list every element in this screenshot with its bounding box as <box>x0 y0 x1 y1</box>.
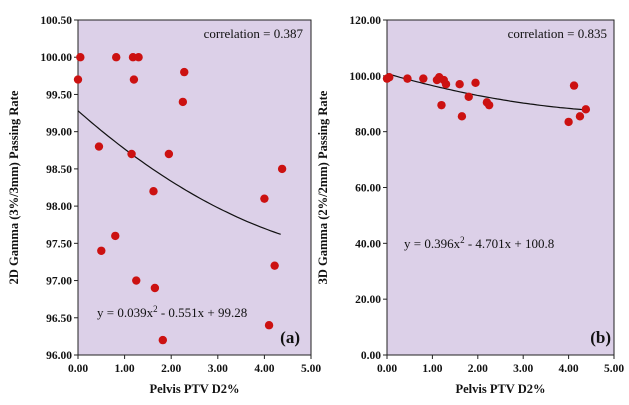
data-point <box>569 81 579 90</box>
data-point <box>419 74 428 83</box>
panel-label: (b) <box>590 328 611 347</box>
panel-a: 96.00 96.50 97.00 97.50 98.00 98.50 99.00 99.50… <box>7 15 321 396</box>
data-point <box>260 194 269 203</box>
data-point <box>471 78 480 88</box>
plot-area <box>77 19 312 356</box>
trend-line <box>77 110 281 235</box>
data-point <box>464 92 473 101</box>
y-tick-label: 99.50 <box>46 89 72 101</box>
data-point <box>129 75 139 84</box>
data-point <box>264 321 274 330</box>
y-tick-label: 96.00 <box>46 350 72 362</box>
data-point <box>158 335 168 345</box>
x-tick-label: 4.00 <box>254 363 274 375</box>
data-point <box>575 112 585 121</box>
x-tick-label: 1.00 <box>115 363 135 375</box>
correlation-annotation: correlation = 0.387 <box>204 26 304 41</box>
y-tick-label: 100.00 <box>349 71 381 83</box>
data-point <box>94 142 104 151</box>
x-tick-label: 0.00 <box>68 363 88 375</box>
data-point <box>132 276 141 285</box>
y-tick-label: 96.50 <box>46 313 72 325</box>
y-tick-label: 120.00 <box>349 15 381 27</box>
data-point <box>277 164 287 174</box>
y-axis-label: 3D Gamma (2%/2mm) Passing Rate <box>316 90 330 284</box>
data-point <box>455 80 464 89</box>
data-point <box>484 100 494 110</box>
panel-label: (a) <box>280 328 300 347</box>
y-tick-label: 40.00 <box>355 238 381 250</box>
x-tick-label: 4.00 <box>559 363 579 375</box>
x-tick-label: 1.00 <box>422 363 442 375</box>
y-tick-label: 98.50 <box>46 164 72 176</box>
x-tick-label: 0.00 <box>377 363 397 375</box>
equation-annotation: y = 0.396x2 - 4.701x + 100.8 <box>404 235 554 251</box>
data-point <box>441 80 451 89</box>
data-point <box>150 283 160 293</box>
trend-line <box>386 73 587 111</box>
x-tick-label: 2.00 <box>161 363 181 375</box>
x-tick-label: 5.00 <box>604 363 624 375</box>
data-point <box>437 100 446 110</box>
data-point <box>178 97 188 107</box>
data-point <box>73 75 83 84</box>
data-point <box>581 105 591 114</box>
data-point <box>164 149 174 159</box>
y-tick-label: 97.50 <box>46 238 72 250</box>
y-tick-label: 80.00 <box>355 127 381 139</box>
data-point <box>564 117 573 127</box>
equation-annotation: y = 0.039x2 - 0.551x + 99.28 <box>97 304 247 320</box>
x-tick-label: 3.00 <box>208 363 228 375</box>
correlation-annotation: correlation = 0.835 <box>508 26 607 41</box>
y-tick-label: 60.00 <box>355 183 381 195</box>
data-point <box>457 112 467 121</box>
y-tick-label: 100.50 <box>40 15 72 27</box>
panel-b: 0.00 20.00 40.00 60.00 80.00 100.00 120.00 0.00… <box>316 15 624 396</box>
y-tick-label: 0.00 <box>361 350 381 362</box>
data-point <box>134 53 143 62</box>
data-point <box>112 53 121 62</box>
y-tick-label: 100.00 <box>40 52 72 64</box>
data-point <box>149 187 158 196</box>
data-point <box>385 73 394 82</box>
data-point <box>270 261 279 270</box>
data-point <box>76 53 85 62</box>
data-point <box>127 149 136 159</box>
data-point <box>97 246 106 255</box>
x-tick-label: 5.00 <box>301 363 321 375</box>
x-axis-label: Pelvis PTV D2% <box>149 382 239 396</box>
data-point <box>180 67 189 77</box>
y-tick-label: 98.00 <box>46 201 72 213</box>
x-tick-label: 3.00 <box>513 363 533 375</box>
data-point <box>111 231 120 241</box>
y-tick-label: 97.00 <box>46 276 72 288</box>
y-tick-label: 99.00 <box>46 127 72 139</box>
y-axis-label: 2D Gamma (3%/3mm) Passing Rate <box>7 90 21 284</box>
data-point <box>403 74 412 83</box>
y-tick-label: 20.00 <box>355 294 381 306</box>
x-axis-label: Pelvis PTV D2% <box>455 382 545 396</box>
plot-area <box>386 19 615 356</box>
x-tick-label: 2.00 <box>468 363 488 375</box>
